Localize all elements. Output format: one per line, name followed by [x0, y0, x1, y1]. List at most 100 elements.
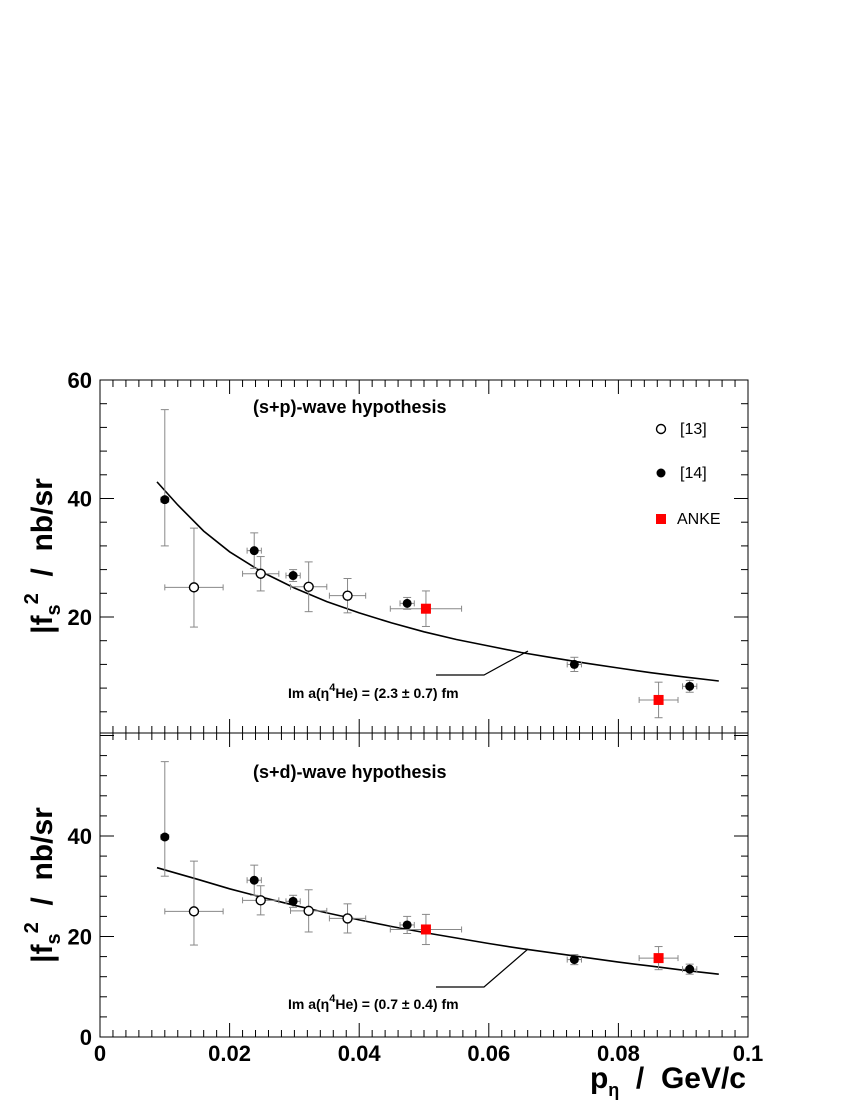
bottom-ylabel-rest: / nb/sr — [26, 807, 59, 922]
data-point-open-circle — [164, 860, 224, 946]
data-point-open-circle — [290, 889, 328, 933]
x-tick-label: 0.08 — [597, 1041, 640, 1066]
marker-open-circle — [188, 906, 200, 917]
x-tick-label: 0.04 — [338, 1041, 382, 1066]
marker-open-circle — [342, 913, 353, 924]
data-point-filled-circle — [246, 532, 262, 569]
bottom-annotation-sup: 4 — [329, 993, 336, 1005]
data-point-filled-circle — [160, 761, 170, 877]
marker-filled-circle — [160, 495, 170, 505]
x-tick-label: 0.1 — [733, 1041, 764, 1066]
data-point-red-square — [389, 590, 463, 627]
marker-red-square — [653, 694, 664, 705]
marker-filled-circle — [249, 875, 259, 885]
bottom-annotation-prefix: Im a(η — [288, 996, 329, 1012]
panel-bottom: (s+d)-wave hypothesis 0 20 40 0 0.02 0.04 0.0… — [21, 732, 763, 1100]
top-annotation-suffix: He) = (2.3 ± 0.7) fm — [335, 685, 458, 701]
legend-label-anke: ANKE — [677, 511, 721, 528]
top-y-axis-label: |fs2 / nb/sr — [21, 478, 65, 634]
legend-label-13: [13] — [680, 421, 707, 438]
legend-marker-red-square — [656, 514, 666, 524]
data-point-filled-circle — [566, 954, 582, 966]
x-tick-label: 0.02 — [208, 1041, 251, 1066]
bottom-yticklabels: 0 20 40 — [68, 824, 92, 1050]
bottom-annotation-leader — [436, 948, 529, 988]
data-point-filled-circle — [285, 569, 301, 582]
fit-curve — [156, 866, 719, 975]
marker-filled-circle — [402, 920, 412, 930]
y-tick-label: 40 — [68, 487, 92, 512]
data-point-red-square — [638, 946, 679, 971]
data-point-filled-circle — [285, 894, 301, 908]
data-point-filled-circle — [160, 409, 170, 547]
bottom-panel-title: (s+d)-wave hypothesis — [253, 762, 447, 782]
marker-open-circle — [255, 895, 266, 906]
data-point-filled-circle — [566, 656, 582, 673]
top-annotation-leader — [436, 650, 529, 676]
top-annotation-sup: 4 — [329, 682, 336, 694]
bottom-ylabel-main: |f — [26, 943, 59, 962]
bottom-ylabel-sub: s — [43, 933, 65, 944]
xlabel-rest: / GeV/c — [619, 1062, 746, 1095]
top-annotation-prefix: Im a(η — [288, 685, 329, 701]
top-plot-frame — [99, 379, 749, 734]
marker-open-circle — [255, 568, 266, 579]
top-ylabel-rest: / nb/sr — [26, 478, 59, 593]
legend-marker-filled-circle — [656, 468, 666, 478]
marker-red-square — [420, 603, 431, 614]
data-point-open-circle — [242, 885, 280, 916]
top-fit — [156, 481, 719, 682]
bottom-ticks — [99, 733, 749, 1038]
y-tick-label: 40 — [68, 824, 92, 849]
xlabel-main: p — [590, 1062, 608, 1095]
y-tick-label: 20 — [68, 605, 92, 630]
data-point-filled-circle — [399, 596, 415, 610]
y-tick-label: 0 — [80, 1025, 92, 1050]
xlabel-sub: η — [608, 1080, 619, 1100]
data-point-open-circle — [290, 561, 328, 613]
data-point-open-circle — [242, 556, 280, 592]
x-tick-label: 0.06 — [467, 1041, 510, 1066]
top-points — [160, 409, 698, 719]
marker-filled-circle — [685, 964, 695, 974]
top-ylabel-main: |f — [26, 614, 59, 633]
data-point-red-square — [389, 913, 463, 946]
data-point-open-circle — [164, 527, 224, 628]
x-axis-label: pη / GeV/c — [590, 1062, 746, 1100]
marker-open-circle — [303, 905, 314, 917]
bottom-fit — [156, 866, 719, 975]
marker-filled-circle — [685, 681, 695, 691]
bottom-annotation-suffix: He) = (0.7 ± 0.4) fm — [335, 996, 458, 1012]
legend: [13] [14] ANKE — [655, 421, 721, 528]
marker-filled-circle — [402, 598, 412, 608]
data-point-filled-circle — [399, 915, 415, 934]
top-ylabel-sup: 2 — [21, 593, 43, 604]
fit-curve — [156, 481, 719, 682]
data-point-red-square — [638, 681, 679, 719]
bottom-points — [160, 761, 698, 975]
top-yticklabels: 20 40 60 — [68, 368, 92, 630]
legend-marker-open-circle — [655, 423, 667, 435]
top-panel-title: (s+p)-wave hypothesis — [253, 397, 447, 417]
legend-label-14: [14] — [680, 465, 707, 482]
top-annotation: Im a(η4He) = (2.3 ± 0.7) fm — [288, 682, 459, 701]
data-point-open-circle — [328, 903, 367, 934]
marker-filled-circle — [569, 659, 579, 669]
bottom-xticklabels: 0 0.02 0.04 0.06 0.08 0.1 — [94, 1041, 763, 1066]
marker-red-square — [420, 924, 431, 935]
marker-red-square — [653, 953, 664, 964]
marker-filled-circle — [249, 546, 259, 556]
y-tick-label: 60 — [68, 368, 92, 393]
bottom-y-axis-label: |fs2 / nb/sr — [21, 807, 65, 963]
top-ticks — [99, 379, 749, 733]
marker-filled-circle — [569, 955, 579, 965]
panel-top: (s+p)-wave hypothesis 20 40 60 |fs2 / nb/s… — [21, 368, 749, 734]
bottom-annotation: Im a(η4He) = (0.7 ± 0.4) fm — [288, 993, 459, 1012]
marker-open-circle — [342, 590, 353, 601]
marker-open-circle — [188, 582, 200, 593]
top-ylabel-sub: s — [43, 604, 65, 615]
data-point-filled-circle — [246, 864, 262, 896]
marker-open-circle — [303, 581, 314, 592]
marker-filled-circle — [160, 832, 170, 842]
